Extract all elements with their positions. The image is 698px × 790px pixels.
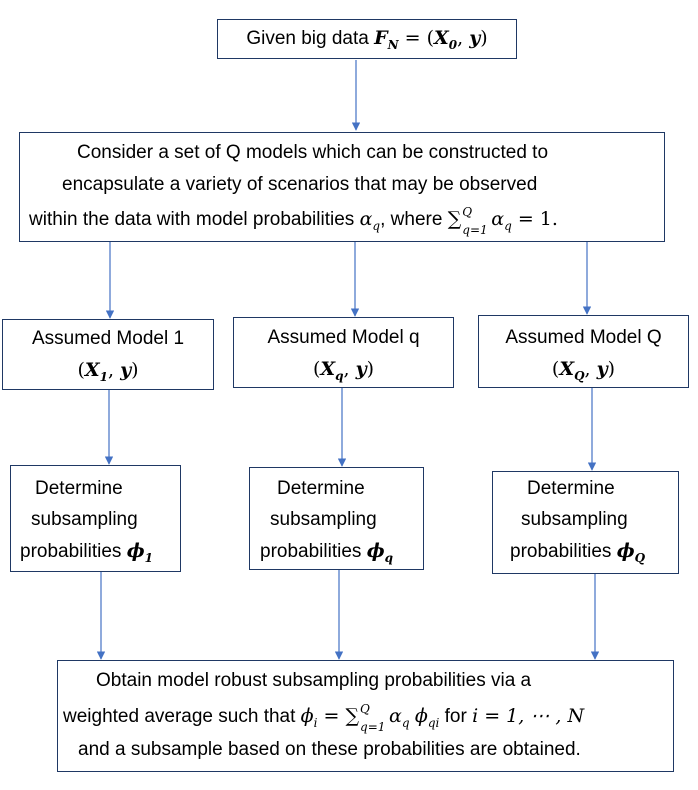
- bottom-sum-superscript: Q: [360, 701, 370, 716]
- determine-box-q: Determine subsampling probabilities ϕq: [249, 467, 424, 570]
- bottom-for-text: for: [439, 706, 473, 727]
- X-subscript: 0: [448, 37, 458, 52]
- determine-box-Q: Determine subsampling probabilities ϕQ: [492, 471, 679, 574]
- determine-q-line-3: probabilities ϕq: [260, 539, 393, 570]
- determine-Q-line-1: Determine: [527, 478, 615, 499]
- bottom-phi: ϕ: [414, 705, 428, 727]
- where-text: , where: [380, 209, 443, 230]
- model-Q-X: X: [559, 358, 575, 380]
- consider-line-3-text: within the data with model probabilities: [29, 209, 355, 230]
- determine-1-phi-subscript: 1: [144, 550, 153, 565]
- bottom-line-2-text: weighted average such that: [63, 706, 296, 727]
- determine-q-prob-label: probabilities: [260, 541, 362, 562]
- bottom-line-1: Obtain model robust subsampling probabil…: [96, 670, 532, 691]
- consider-line-1: Consider a set of Q models which can be …: [77, 142, 549, 163]
- F-subscript: N: [387, 37, 399, 52]
- sum-superscript: Q: [462, 204, 473, 219]
- model-q-X-subscript: q: [335, 368, 344, 383]
- model-1-label: Assumed Model 1: [31, 328, 185, 349]
- model-Q-y: y: [596, 358, 608, 380]
- bottom-range: i = 1, ⋯ , N: [472, 705, 585, 727]
- bottom-equals: =: [317, 705, 346, 727]
- model-1-X-subscript: 1: [99, 369, 108, 384]
- model-q-label: Assumed Model q: [267, 327, 420, 348]
- model-1-math: (X1, y): [77, 359, 139, 384]
- determine-box-1: Determine subsampling probabilities ϕ1: [10, 465, 181, 572]
- alpha-symbol-2: α: [491, 208, 505, 230]
- given-data-box: Given big data FN = (X0, y): [217, 19, 517, 59]
- y-symbol: y: [469, 27, 481, 49]
- bottom-alpha-subscript: q: [401, 715, 410, 730]
- determine-Q-line-3: probabilities ϕQ: [510, 539, 645, 570]
- bottom-line-3: and a subsample based on these probabili…: [78, 739, 581, 760]
- determine-q-phi: ϕ: [366, 540, 385, 562]
- model-1-y: y: [120, 359, 132, 381]
- equals-one: = 1.: [511, 208, 558, 230]
- robust-probabilities-box: Obtain model robust subsampling probabil…: [57, 660, 674, 772]
- model-1-X: X: [84, 359, 100, 381]
- sum-symbol: ∑: [447, 208, 462, 230]
- F-symbol: F: [374, 27, 388, 49]
- eq-open: = (: [398, 27, 435, 49]
- model-box-q: Assumed Model q (Xq, y): [233, 317, 454, 388]
- phi-i-subscript: i: [313, 715, 318, 730]
- consider-line-3: within the data with model probabilities…: [29, 205, 558, 238]
- model-Q-math: (XQ, y): [551, 358, 616, 383]
- X-symbol: X: [434, 27, 449, 49]
- determine-q-phi-subscript: q: [384, 550, 393, 565]
- given-data-text: Given big data FN = (X0, y): [218, 26, 516, 57]
- bottom-phi-subscript: qi: [427, 715, 440, 730]
- bottom-sum-symbol: ∑: [345, 705, 360, 727]
- determine-1-line-3: probabilities ϕ1: [20, 539, 153, 570]
- determine-q-line-1: Determine: [277, 478, 365, 499]
- determine-1-prob-label: probabilities: [20, 541, 122, 562]
- model-q-X: X: [320, 358, 336, 380]
- model-box-Q: Assumed Model Q (XQ, y): [478, 315, 689, 388]
- given-data-label: Given big data: [246, 28, 369, 49]
- bottom-sum-subscript: q=1: [360, 719, 386, 734]
- bottom-alpha: α: [389, 705, 402, 727]
- consider-line-2: encapsulate a variety of scenarios that …: [62, 174, 538, 195]
- phi-i-symbol: ϕ: [300, 705, 314, 727]
- determine-Q-prob-label: probabilities: [510, 541, 612, 562]
- sum-subscript: q=1: [462, 222, 488, 237]
- determine-Q-phi-subscript: Q: [634, 550, 646, 565]
- determine-1-line-1: Determine: [35, 478, 123, 499]
- paren-close: ): [480, 27, 488, 49]
- determine-Q-line-2: subsampling: [521, 509, 628, 530]
- comma: ,: [457, 27, 470, 49]
- alpha-subscript-2: q: [504, 218, 512, 233]
- alpha-symbol: α: [359, 208, 373, 230]
- model-Q-label: Assumed Model Q: [505, 327, 662, 348]
- model-q-y: y: [355, 358, 367, 380]
- model-box-1: Assumed Model 1 (X1, y): [2, 319, 214, 390]
- determine-Q-phi: ϕ: [616, 540, 635, 562]
- alpha-subscript: q: [372, 218, 381, 233]
- determine-1-phi: ϕ: [126, 540, 145, 562]
- determine-q-line-2: subsampling: [270, 509, 377, 530]
- model-q-math: (Xq, y): [312, 358, 375, 383]
- determine-1-line-2: subsampling: [31, 509, 138, 530]
- model-Q-X-subscript: Q: [574, 368, 585, 383]
- consider-models-box: Consider a set of Q models which can be …: [19, 132, 665, 242]
